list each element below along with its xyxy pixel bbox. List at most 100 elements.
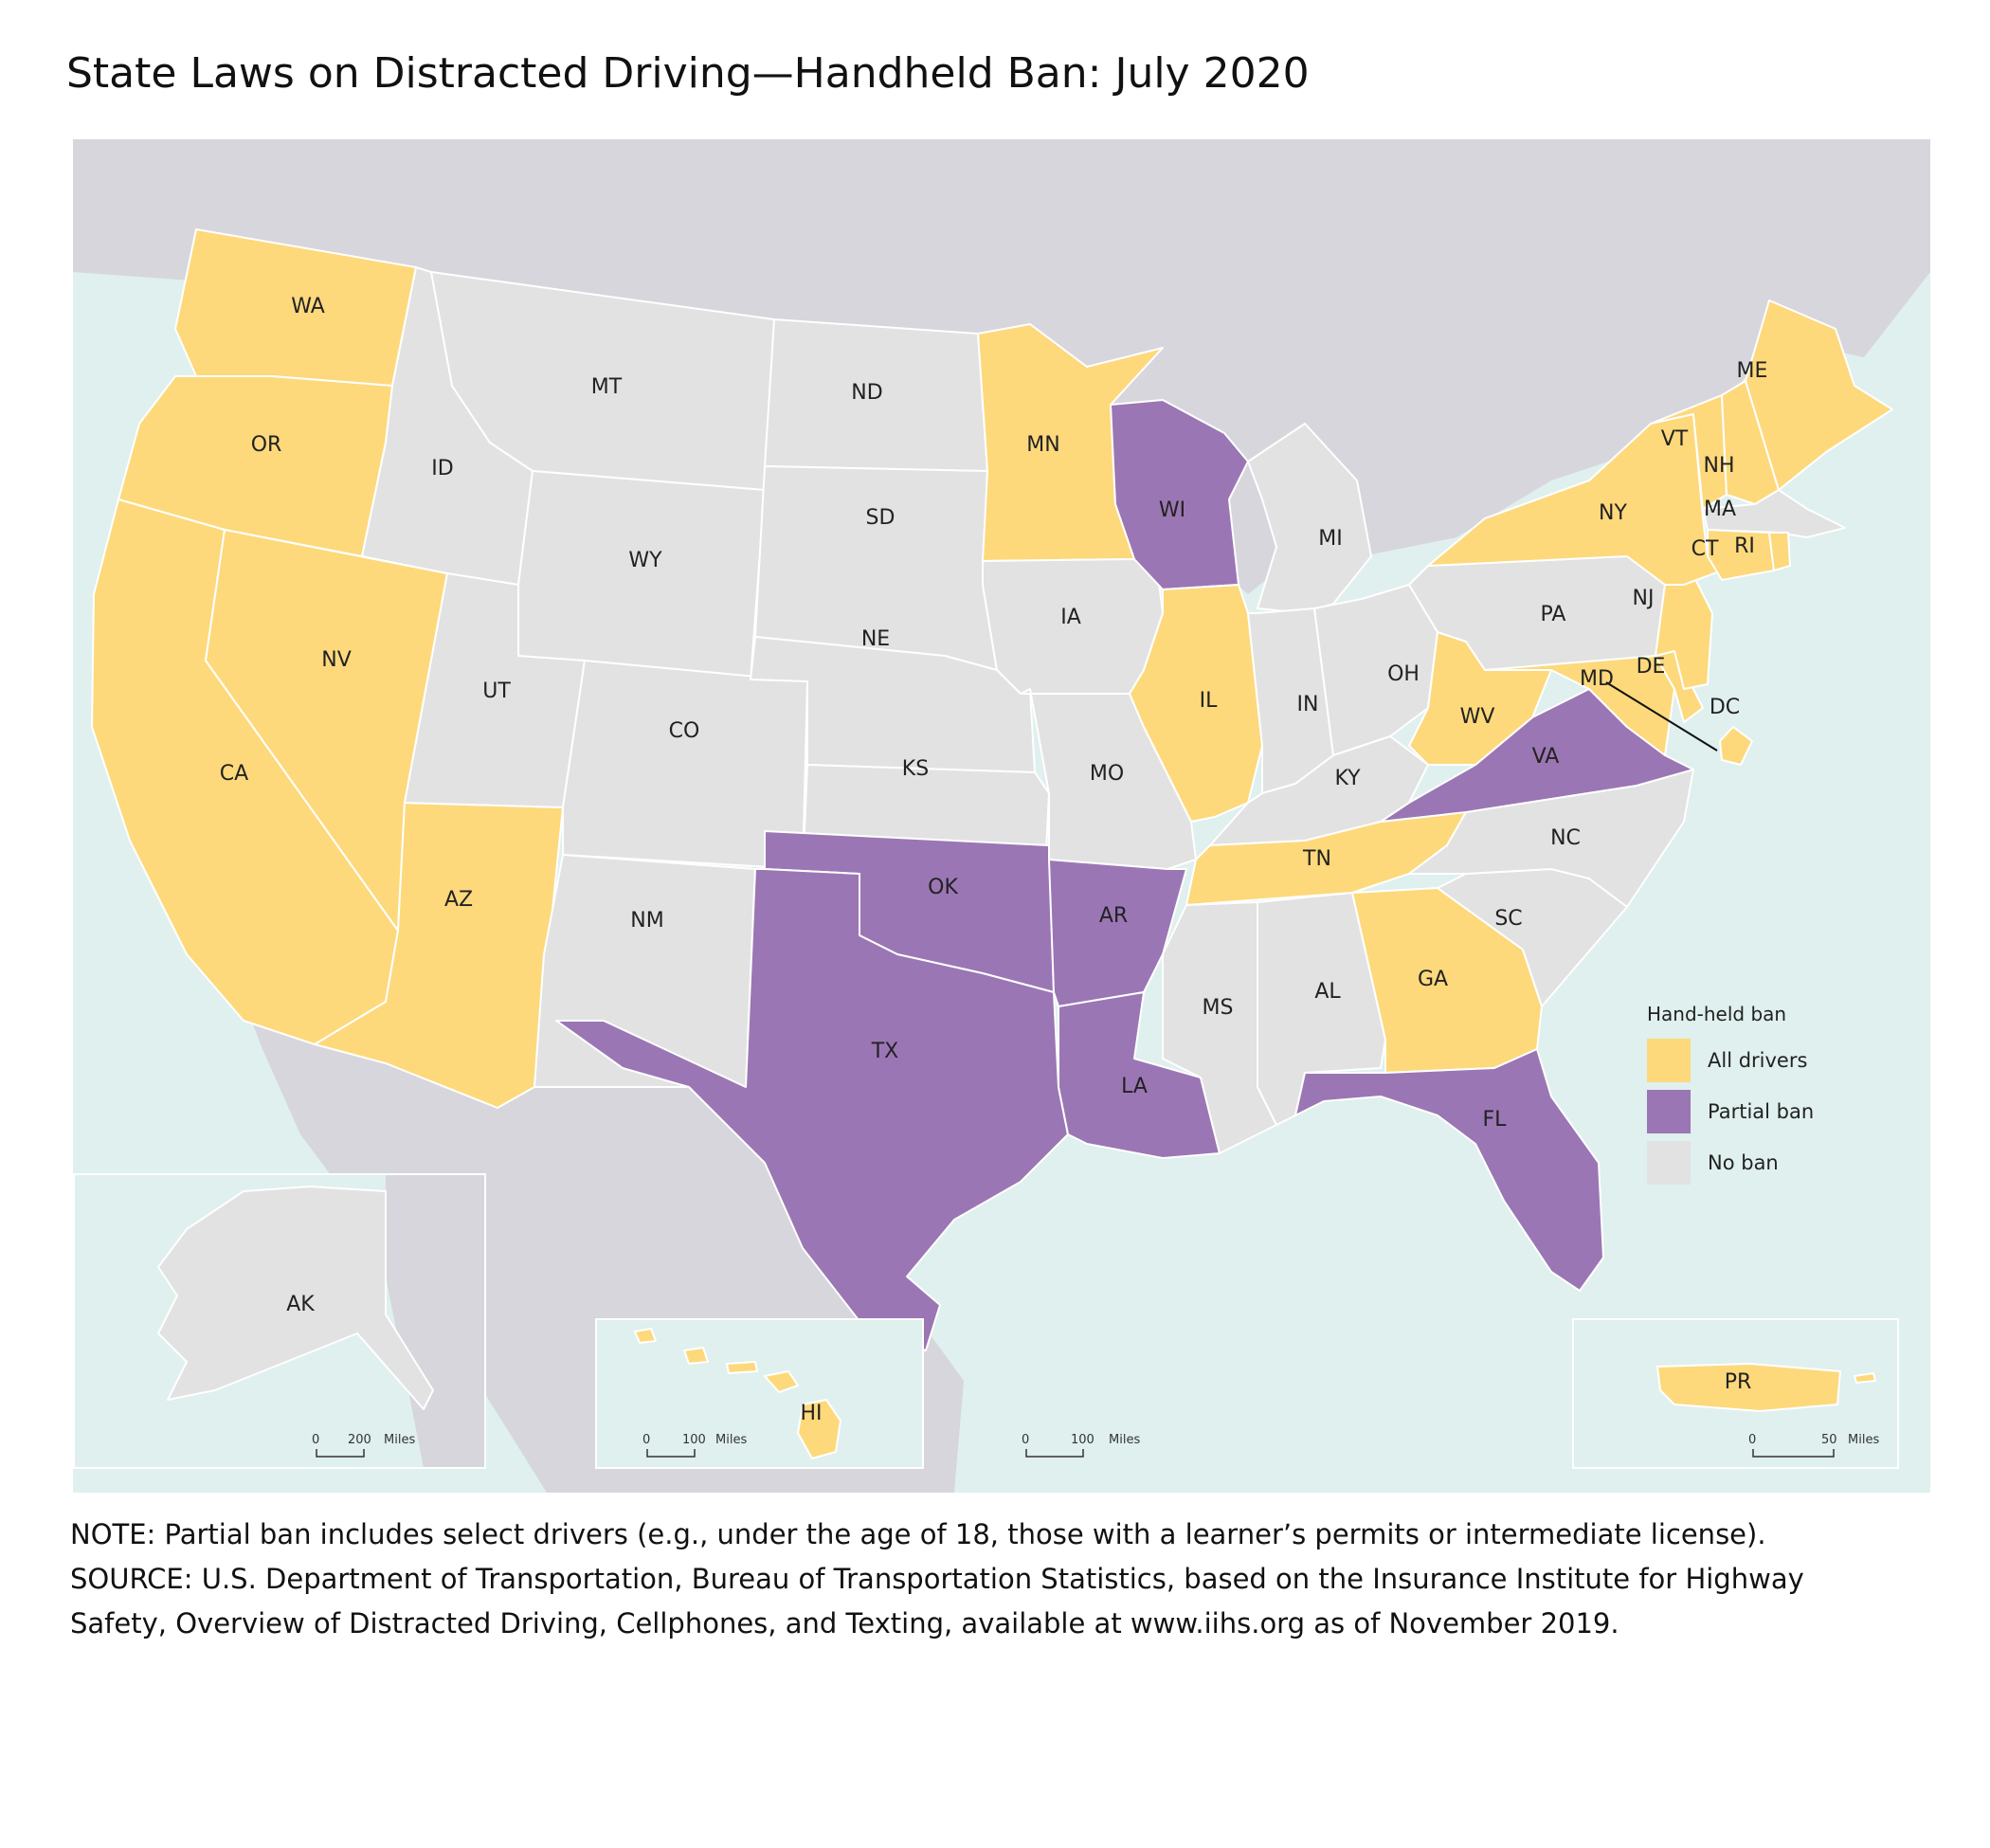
state-label-ut: UT [482,679,511,703]
state-label-ia: IA [1060,606,1081,629]
state-label-nm: NM [630,909,663,933]
state-label-ga: GA [1418,968,1448,991]
scale-pr-unit: Miles [1848,1433,1879,1447]
state-ny[interactable] [1427,413,1761,586]
scale-alaska-value: 200 [348,1433,371,1447]
scale-bar-mainland: 0 100 Miles [1022,1433,1140,1458]
legend-title: Hand-held ban [1647,1003,1787,1025]
scale-hawaii-value: 100 [682,1433,706,1447]
state-label-ak: AK [286,1293,315,1316]
state-label-ct: CT [1692,537,1719,561]
state-label-az: AZ [444,888,473,912]
hawaii-inset [595,1318,924,1469]
legend-swatch-no-ban [1647,1141,1691,1185]
puerto-rico-inset [1572,1318,1899,1469]
pr-island-vieques [1854,1372,1876,1384]
state-wy[interactable] [517,470,766,680]
state-label-id: ID [431,457,453,480]
scale-alaska-zero: 0 [312,1433,319,1447]
scale-mainland-value: 100 [1071,1433,1094,1447]
state-label-sd: SD [866,506,896,530]
state-label-mo: MO [1090,762,1124,786]
state-label-mn: MN [1026,433,1059,457]
state-label-tx: TX [871,1040,899,1063]
state-label-va: VA [1532,745,1560,769]
state-label-co: CO [669,719,700,743]
state-label-nj: NJ [1633,587,1655,610]
state-vt[interactable] [1650,394,1728,510]
state-label-wy: WY [628,549,662,572]
state-label-dc: DC [1710,696,1740,719]
scale-pr-zero: 0 [1748,1433,1756,1447]
legend: Hand-held ban All drivers Partial ban No… [1647,1003,1814,1192]
state-fl[interactable] [1294,1048,1604,1292]
dc-leader-line [1605,681,1718,752]
scale-bar-alaska: 0 200 Miles [312,1433,415,1458]
state-label-hi: HI [800,1402,822,1425]
state-labels: WA OR CA NV AZ ID MT WY UT CO NM ND SD N… [220,295,1768,1425]
us-map: 0 200 Miles 0 100 Miles 0 100 Miles 0 50… [73,139,1930,1493]
state-label-me: ME [1737,359,1768,383]
scale-pr-value: 50 [1821,1433,1837,1447]
alaska-inset [73,1173,486,1469]
state-label-wv: WV [1460,705,1495,729]
legend-label-partial-ban: Partial ban [1708,1100,1815,1123]
state-label-tn: TN [1302,847,1331,871]
state-label-oh: OH [1387,662,1420,686]
state-dc[interactable] [1719,726,1753,766]
state-label-wi: WI [1159,498,1185,522]
state-label-nv: NV [321,648,352,672]
state-nj[interactable] [1655,574,1713,690]
state-label-mt: MT [591,375,623,399]
scale-alaska-unit: Miles [384,1433,415,1447]
legend-item-all-drivers: All drivers [1647,1039,1814,1082]
scale-mainland-zero: 0 [1022,1433,1029,1447]
state-label-nc: NC [1550,826,1581,850]
state-label-mi: MI [1318,527,1342,551]
state-ri[interactable] [1768,532,1791,571]
state-la[interactable] [1058,991,1221,1159]
state-ar[interactable] [1048,859,1187,1007]
legend-label-no-ban: No ban [1708,1151,1779,1174]
map-frame: 0 200 Miles 0 100 Miles 0 100 Miles 0 50… [73,139,1930,1493]
hawaii-island-kauai [634,1328,657,1344]
state-label-ny: NY [1599,501,1627,525]
state-label-ms: MS [1203,996,1234,1020]
state-label-la: LA [1121,1075,1148,1098]
state-label-ok: OK [928,876,958,899]
state-label-ky: KY [1334,767,1361,790]
state-tx[interactable] [555,868,1069,1351]
state-label-pa: PA [1541,603,1566,626]
state-label-ma: MA [1704,498,1736,521]
state-label-ar: AR [1099,904,1128,928]
state-label-de: DE [1637,655,1666,679]
scale-bar-puerto-rico: 0 50 Miles [1748,1433,1879,1458]
scale-hawaii-zero: 0 [642,1433,650,1447]
state-wi[interactable] [1110,399,1249,590]
state-label-wa: WA [291,295,325,318]
state-ct[interactable] [1707,529,1775,581]
legend-swatch-all-drivers [1647,1039,1691,1082]
page-title: State Laws on Distracted Driving—Handhel… [66,49,1310,98]
legend-label-all-drivers: All drivers [1708,1049,1808,1072]
state-il[interactable] [1129,584,1263,823]
state-label-il: IL [1200,689,1218,713]
source-text-line1: SOURCE: U.S. Department of Transportatio… [70,1563,1804,1595]
state-hi[interactable] [797,1399,841,1459]
scale-bar-hawaii: 0 100 Miles [642,1433,747,1458]
state-label-fl: FL [1483,1108,1508,1132]
state-nc[interactable] [1408,769,1694,908]
state-pr[interactable] [1656,1363,1841,1412]
legend-swatch-partial-ban [1647,1090,1691,1133]
state-label-al: AL [1314,980,1341,1004]
state-me[interactable] [1745,299,1893,491]
state-label-ne: NE [861,627,890,651]
state-ak[interactable] [157,1186,434,1410]
state-label-pr: PR [1725,1370,1752,1394]
state-label-vt: VT [1661,427,1689,451]
hawaii-island-oahu [683,1347,709,1365]
state-label-ca: CA [220,762,248,786]
state-label-or: OR [251,433,282,457]
state-label-ri: RI [1734,534,1755,558]
note-text: NOTE: Partial ban includes select driver… [70,1518,1766,1550]
